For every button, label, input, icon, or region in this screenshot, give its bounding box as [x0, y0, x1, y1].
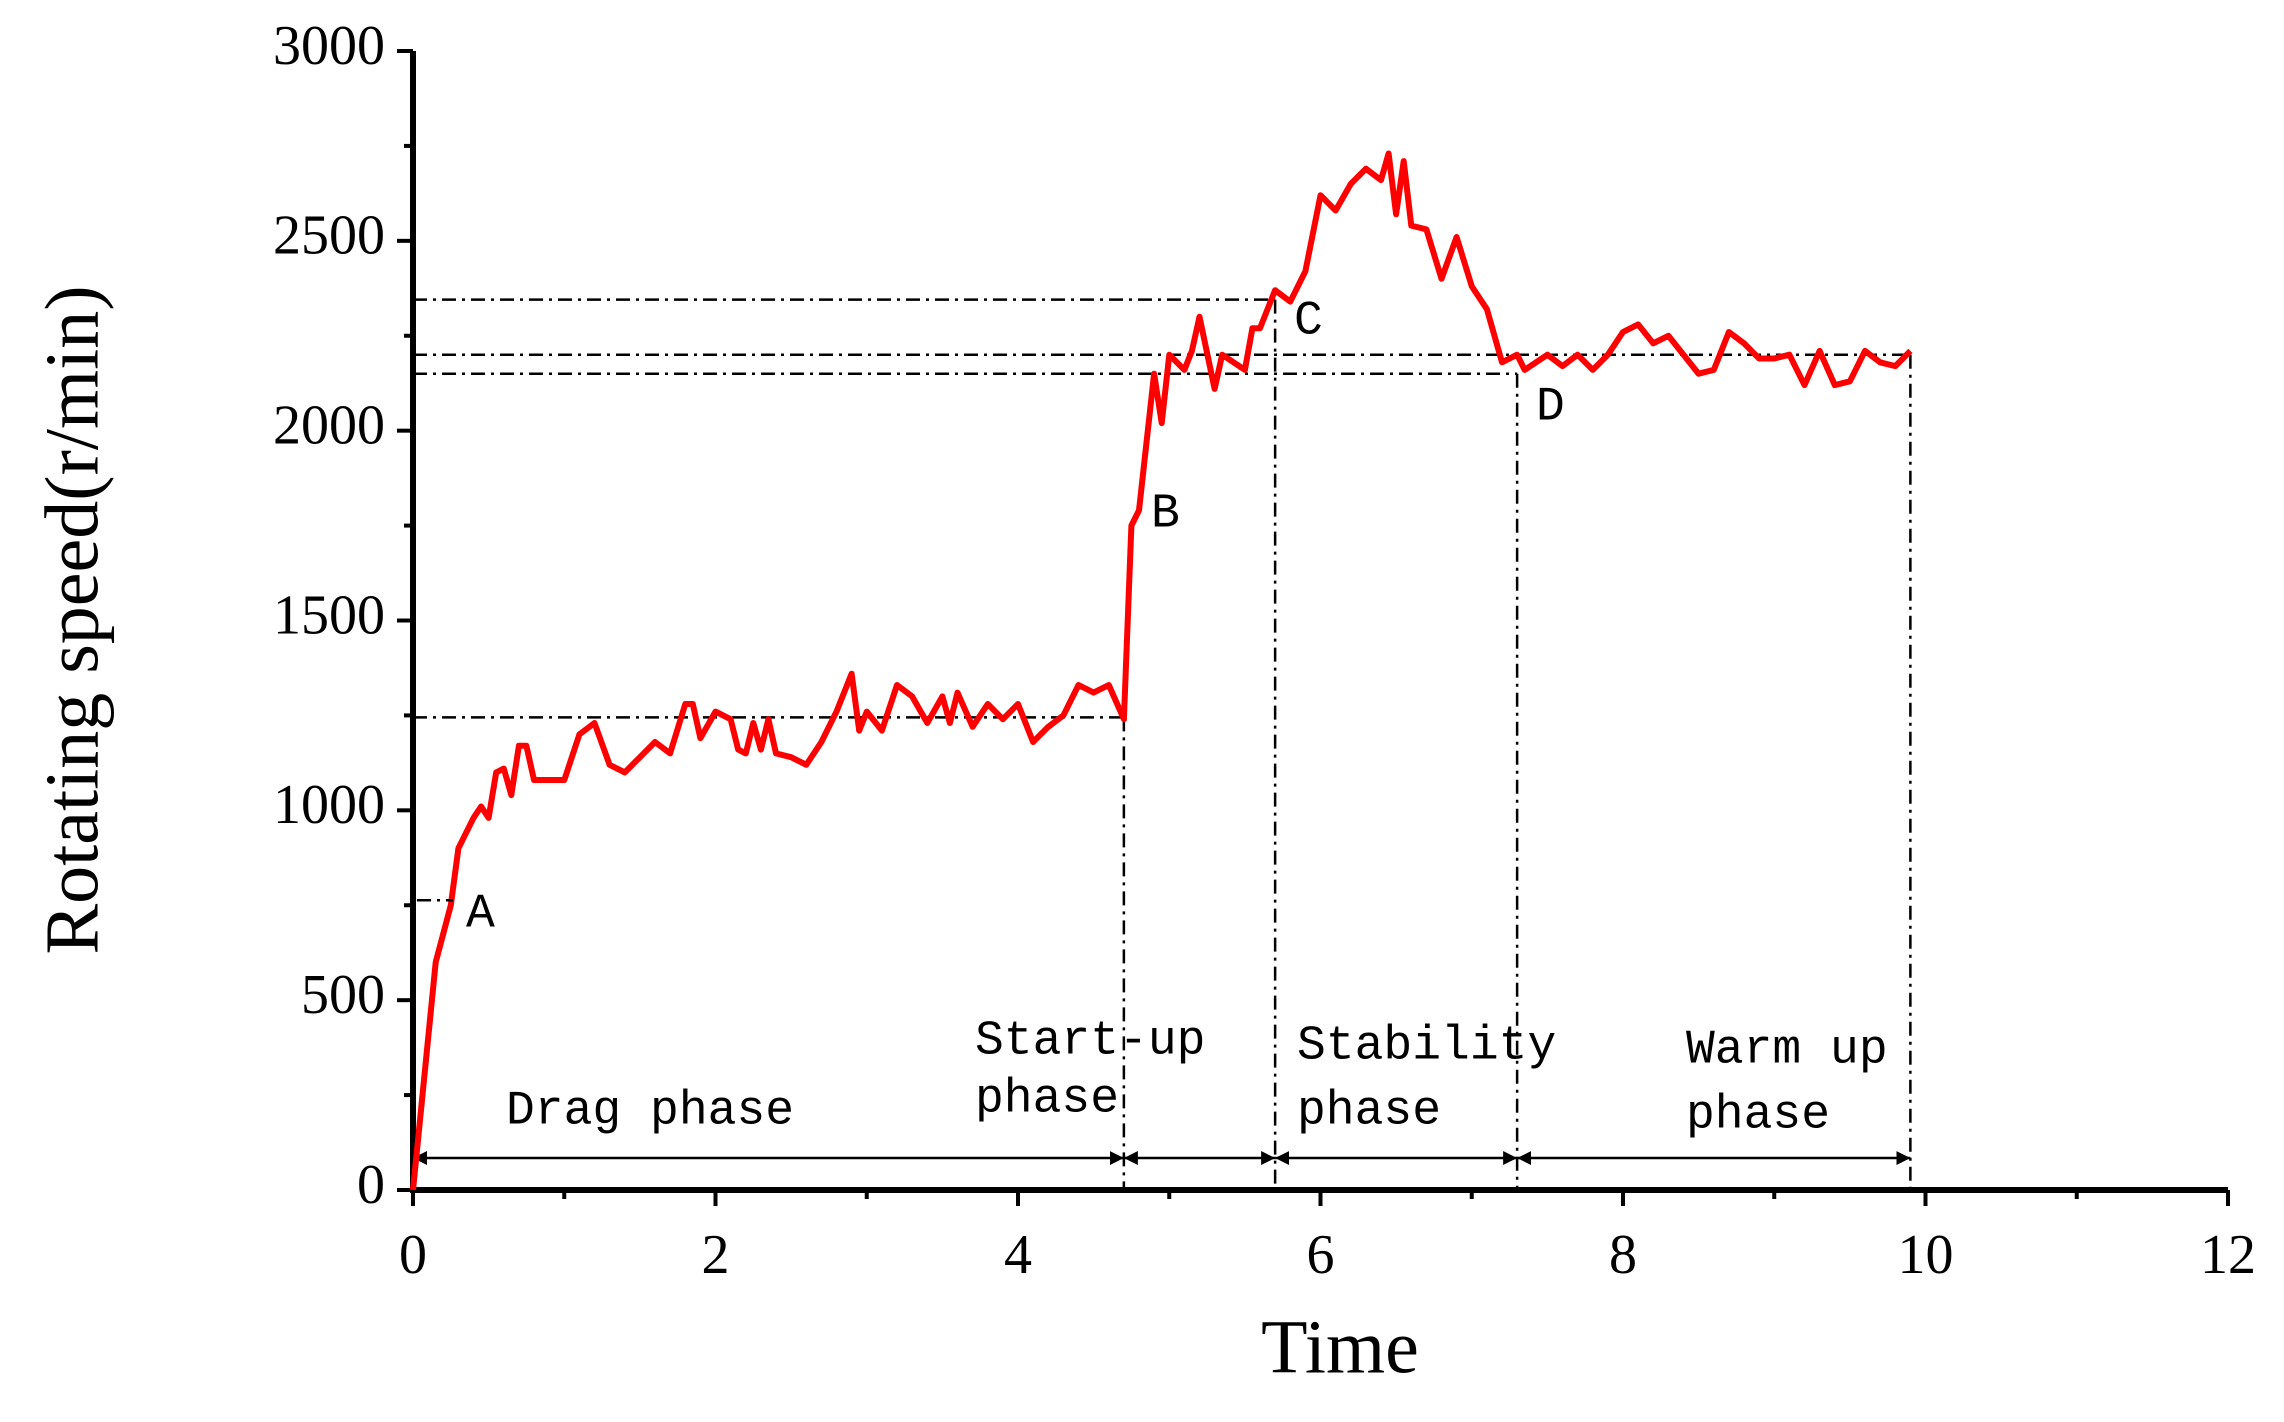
- x-tick-label: 12: [2200, 1224, 2256, 1286]
- y-tick-label: 3000: [273, 15, 385, 77]
- annotation: A: [466, 888, 495, 942]
- line-series: [410, 150, 1913, 1191]
- annotation: phase: [975, 1073, 1119, 1127]
- y-tick-label: 0: [357, 1154, 385, 1216]
- annotation: D: [1536, 381, 1565, 435]
- y-tick-label: 500: [301, 964, 385, 1026]
- y-tick-label: 2500: [273, 205, 385, 267]
- x-tick-label: 6: [1307, 1224, 1335, 1286]
- x-tick-label: 10: [1898, 1224, 1954, 1286]
- annotation: phase: [1686, 1089, 1830, 1143]
- annotation: Warm up: [1686, 1024, 1888, 1078]
- x-tick-label: 2: [702, 1224, 730, 1286]
- annotation: phase: [1297, 1085, 1441, 1139]
- annotation: Start-up: [975, 1015, 1205, 1069]
- y-axis-title: Rotating speed(r/min): [30, 285, 114, 954]
- annotation: Drag phase: [506, 1085, 794, 1139]
- x-axis-title: Time: [1261, 1305, 1419, 1389]
- annotation: B: [1151, 488, 1180, 542]
- y-tick-label: 1500: [273, 584, 385, 646]
- x-tick-label: 4: [1004, 1224, 1032, 1286]
- y-tick-label: 2000: [273, 395, 385, 457]
- x-tick-label: 0: [399, 1224, 427, 1286]
- y-tick-label: 1000: [273, 774, 385, 836]
- annotation: Stability: [1297, 1020, 1556, 1074]
- annotation: C: [1294, 295, 1323, 349]
- x-tick-label: 8: [1609, 1224, 1637, 1286]
